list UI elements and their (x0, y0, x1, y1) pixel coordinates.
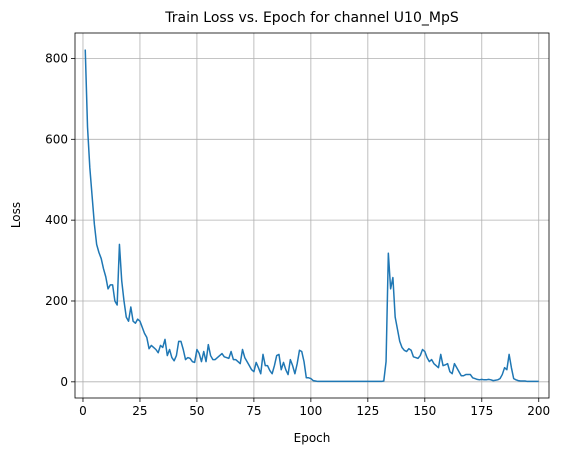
y-tick-label: 600 (45, 132, 68, 146)
x-axis-label: Epoch (294, 431, 331, 445)
x-tick-label: 50 (189, 404, 204, 418)
x-tick-label: 150 (413, 404, 436, 418)
y-tick-label: 200 (45, 294, 68, 308)
x-tick-label: 175 (470, 404, 493, 418)
x-tick-label: 100 (299, 404, 322, 418)
x-tick-label: 0 (79, 404, 87, 418)
x-tick-label: 200 (527, 404, 550, 418)
x-tick-label: 75 (246, 404, 261, 418)
chart-title: Train Loss vs. Epoch for channel U10_MpS (164, 10, 459, 26)
x-tick-label: 25 (132, 404, 147, 418)
x-tick-label: 125 (356, 404, 379, 418)
y-tick-label: 800 (45, 51, 68, 65)
line-series (84, 49, 539, 383)
plot-frame (74, 32, 550, 399)
y-tick-label: 0 (60, 375, 68, 389)
y-axis-label: Loss (9, 202, 23, 228)
y-tick-label: 400 (45, 213, 68, 227)
